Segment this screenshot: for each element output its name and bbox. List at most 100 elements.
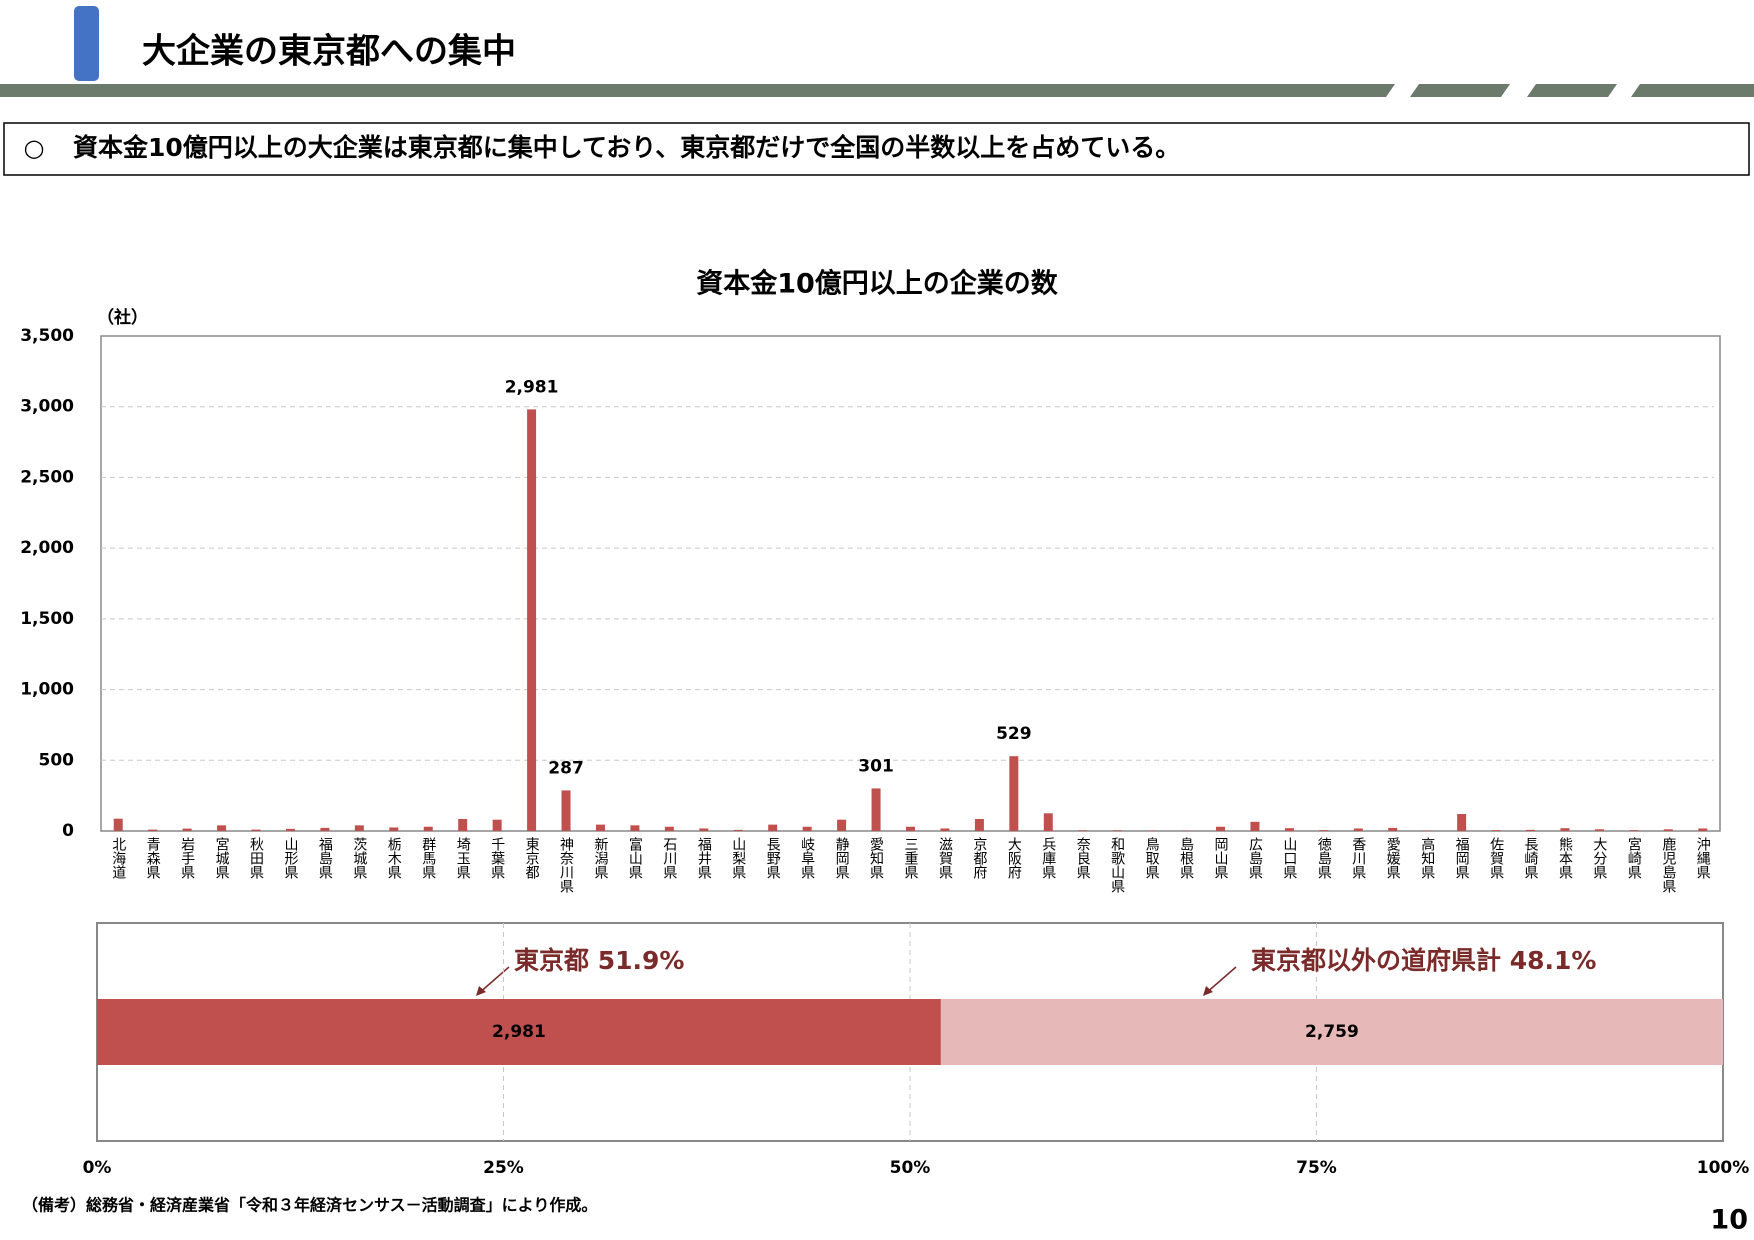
x-tick-label: 岡山県 [1213,837,1229,879]
y-tick-label: 500 [39,750,75,770]
x-tick-label: 青森県 [145,837,161,879]
x-tick-label: 山梨県 [730,837,746,879]
x-tick-label: 埼玉県 [455,837,471,879]
x-tick-label: 25% [483,1158,524,1178]
bar [630,825,640,831]
bar [527,409,537,831]
x-tick-label: 静岡県 [834,837,850,879]
bar [492,819,502,831]
x-tick-label: 富山県 [627,836,643,879]
bar [733,829,743,831]
share-annotation: 東京都 51.9% [514,946,684,975]
bar [1629,830,1639,831]
summary-box [3,122,1750,176]
bar [837,819,847,831]
arrowhead [476,986,486,996]
header-band [1527,84,1617,97]
summary-text: 資本金10億円以上の大企業は東京都に集中しており、東京都だけで全国の半数以上を占… [73,133,1180,162]
bar [940,828,950,831]
x-tick-label: 茨城県 [351,837,367,879]
bar [1698,828,1708,831]
x-tick-label: 50% [890,1158,931,1178]
page-title: 大企業の東京都への集中 [142,32,516,72]
x-tick-label: 奈良県 [1075,837,1091,879]
y-tick-label: 3,000 [20,397,74,417]
bar [768,824,778,831]
bar [974,818,984,831]
x-tick-label: 高知県 [1419,836,1435,879]
bar [113,818,123,831]
arrow [1204,966,1237,995]
bar [664,826,674,831]
bar-segment [97,999,941,1065]
bar [1353,828,1363,831]
x-tick-label: 0% [83,1158,112,1178]
x-tick-label: 三重県 [903,837,919,879]
bar [1663,829,1673,831]
x-tick-label: 香川県 [1350,837,1366,879]
x-tick-label: 宮崎県 [1626,837,1642,879]
count-label: 2,759 [1305,1022,1359,1042]
x-tick-label: 岐阜県 [799,837,815,879]
bar [285,828,295,831]
y-tick-label: 2,000 [20,538,74,558]
share-label: 48.1% [1510,946,1597,975]
bar [1112,830,1122,831]
x-tick-label: 沖縄県 [1695,837,1711,879]
bar [148,829,158,831]
bar [320,827,330,831]
y-tick-label: 3,500 [20,326,74,346]
x-tick-label: 佐賀県 [1488,837,1504,879]
x-tick-label: 石川県 [661,837,677,879]
x-tick-label: 宮城県 [214,837,230,879]
bar [1457,814,1467,831]
x-tick-label: 新潟県 [592,837,608,879]
header-band [1410,84,1510,97]
share-label: 51.9% [598,946,685,975]
x-tick-label: 福井県 [696,837,712,879]
bar [1078,830,1088,831]
bar [423,826,433,831]
bar [595,824,605,831]
bar [699,828,709,831]
chart-title: 資本金10億円以上の企業の数 [696,268,1059,300]
y-tick-label: 2,500 [20,467,74,487]
x-tick-label: 福島県 [317,837,333,879]
y-tick-label: 1,000 [20,680,74,700]
bar [1043,813,1053,831]
bar [1216,826,1226,831]
bar [1284,828,1294,831]
count-label: 2,981 [492,1022,546,1042]
bar-segment [940,999,1723,1065]
x-tick-label: 徳島県 [1316,837,1332,879]
x-tick-label: 大分県 [1591,837,1607,879]
x-tick-label: 熊本県 [1557,837,1573,879]
x-tick-label: 福岡県 [1454,837,1470,879]
x-tick-label: 島根県 [1178,837,1194,879]
bar [1009,756,1019,831]
page-number: 10 [1710,1205,1748,1236]
x-tick-label: 滋賀県 [937,837,953,879]
bar [458,818,468,831]
x-tick-label: 山口県 [1281,837,1297,879]
x-tick-label: 京都府 [971,837,987,880]
bar [1594,829,1604,831]
x-tick-label: 千葉県 [489,837,505,879]
x-tick-label: 鹿児島県 [1660,836,1676,893]
y-axis-label: （社） [97,307,148,328]
plot-area [100,335,1721,832]
header-band [0,84,1395,97]
bar [871,788,881,831]
x-tick-label: 75% [1296,1158,1337,1178]
x-tick-label: 大阪府 [1006,837,1022,880]
bar [1388,827,1398,831]
bar [1319,830,1329,831]
x-tick-label: 和歌山県 [1109,837,1125,893]
bar [1560,828,1570,831]
bar [251,829,261,831]
bar [802,826,812,831]
series-name: 東京都以外の道府県計 [1251,946,1501,975]
header-band [1631,84,1754,97]
x-tick-label: 岩手県 [179,837,195,879]
